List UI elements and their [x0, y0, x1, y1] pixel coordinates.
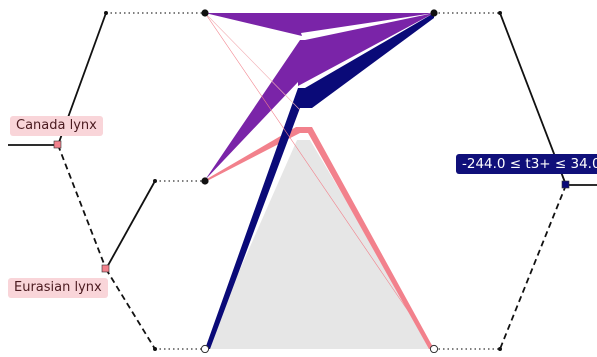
- leaf-nodes[interactable]: [200, 9, 439, 354]
- split-node-right[interactable]: [561, 180, 570, 189]
- left-tree: [8, 12, 156, 350]
- ribbon-navy: [205, 13, 434, 349]
- thin-link-1: [204, 12, 435, 350]
- leaf-node-right-bottom: [429, 344, 439, 354]
- ribbon-purple-top: [205, 13, 434, 36]
- split-node-canada[interactable]: [53, 140, 62, 149]
- leaf-node-left-mid: [201, 177, 209, 185]
- thin-link-2: [204, 12, 301, 111]
- ribbon-gray: [205, 140, 434, 349]
- flow-ribbons: [204, 12, 435, 350]
- dotted-connectors: [106, 12, 500, 350]
- split-condition-label: -244.0 ≤ t3+ ≤ 34.0: [456, 154, 597, 174]
- right-tree: [499, 12, 597, 350]
- split-node-eurasian[interactable]: [101, 264, 110, 273]
- leaf-node-left-top: [201, 9, 209, 17]
- leaf-node-left-bottom: [200, 344, 210, 354]
- label-eurasian-lynx: Eurasian lynx: [8, 278, 108, 298]
- tree-end-dots: [104, 11, 502, 351]
- label-canada-lynx: Canada lynx: [10, 116, 103, 136]
- ribbon-purple-main: [205, 13, 434, 180]
- leaf-node-right-top: [430, 9, 438, 17]
